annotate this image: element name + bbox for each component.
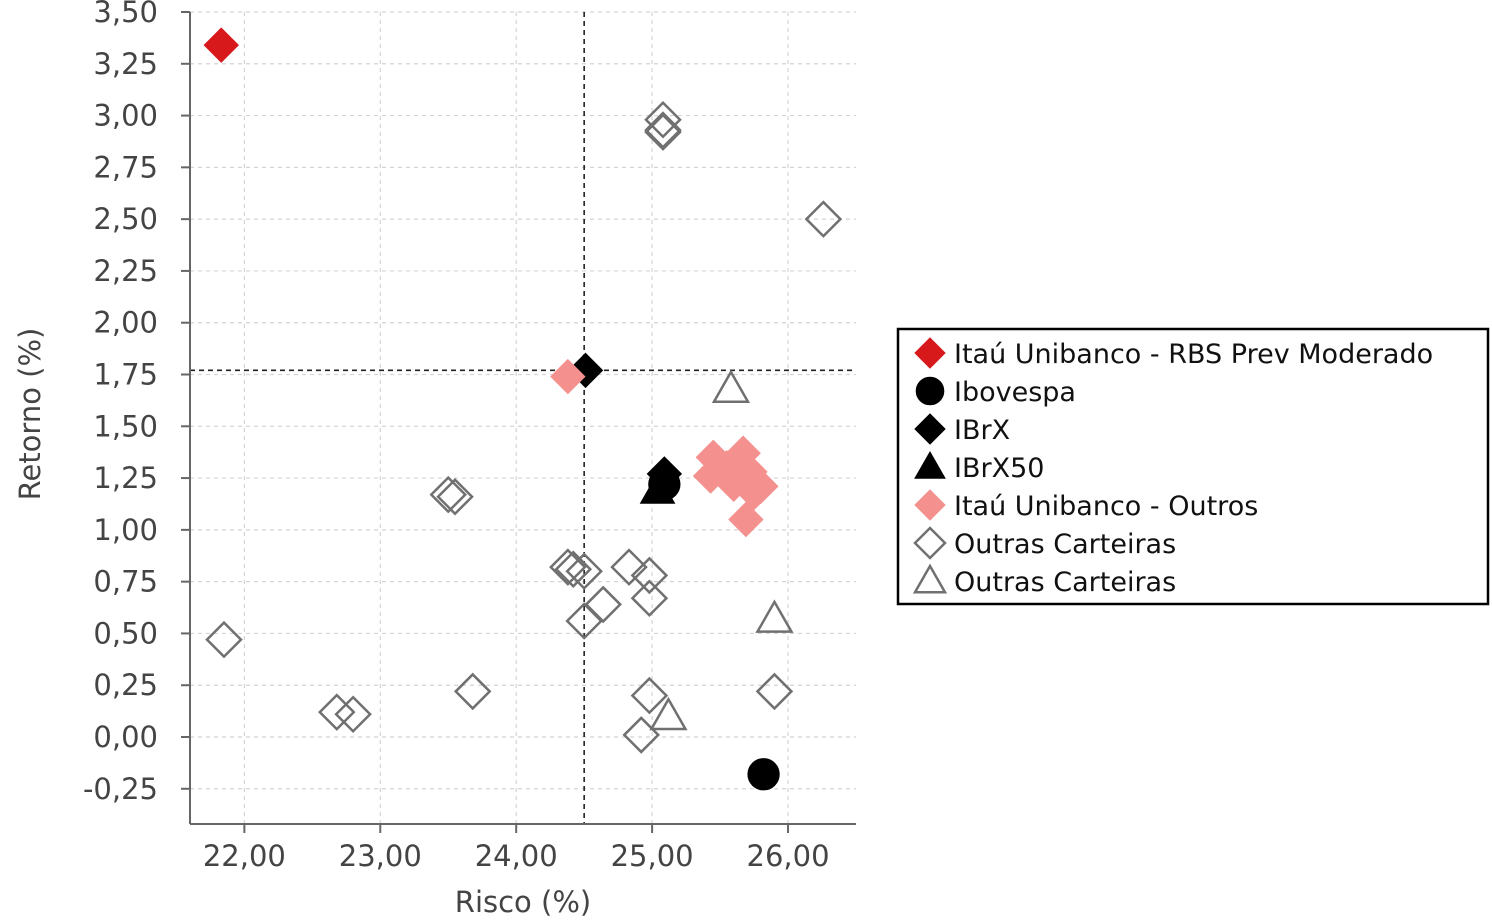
- data-point: [318, 693, 356, 731]
- y-tick-label: 1,00: [93, 513, 158, 547]
- data-point: [804, 200, 843, 238]
- legend-marker: [914, 450, 946, 479]
- legend-item: Itaú Unibanco - Outros: [914, 489, 1258, 522]
- data-point: [565, 602, 603, 640]
- legend-item: Ibovespa: [915, 376, 1076, 408]
- data-point: [205, 620, 243, 659]
- data-point: [584, 585, 622, 624]
- data-point: [644, 100, 682, 139]
- x-tick-label: 26,00: [747, 839, 830, 873]
- legend-item: Itaú Unibanco - RBS Prev Moderado: [914, 337, 1433, 370]
- legend-marker: [914, 337, 946, 369]
- x-tick-label: 24,00: [475, 839, 558, 873]
- legend-item: Outras Carteiras: [912, 563, 1176, 598]
- y-tick-label: -0,25: [83, 772, 158, 806]
- data-point: [567, 352, 604, 389]
- y-tick-label: 0,00: [93, 720, 158, 754]
- data-point: [630, 676, 669, 715]
- data-point: [711, 369, 751, 403]
- data-point: [554, 550, 593, 588]
- legend-label: Outras Carteiras: [954, 567, 1176, 598]
- data-point: [644, 113, 682, 151]
- data-point: [639, 472, 676, 504]
- y-tick-label: 2,00: [93, 306, 158, 340]
- y-tick-label: 1,75: [93, 358, 158, 392]
- y-tick-label: 1,50: [93, 409, 158, 443]
- data-point: [203, 27, 239, 63]
- legend-marker: [914, 413, 946, 445]
- legend-label: IBrX: [954, 415, 1010, 446]
- axes: [189, 12, 856, 825]
- data-point: [755, 672, 794, 711]
- data-point: [549, 548, 587, 586]
- data-point: [728, 501, 764, 538]
- data-point: [610, 548, 648, 586]
- legend-label: Itaú Unibanco - RBS Prev Moderado: [954, 339, 1433, 370]
- legend-marker: [913, 526, 947, 560]
- data-point: [622, 716, 661, 754]
- y-tick-label: 2,75: [93, 150, 158, 184]
- y-axis-ticks: -0,25 0,00 0,25 0,50 0,75 1,00 1,25 1,50 1,75 2,0…: [83, 0, 190, 806]
- legend-marker: [915, 376, 945, 406]
- legend-frame: [896, 327, 1490, 606]
- x-tick-label: 23,00: [339, 839, 422, 873]
- data-point: [743, 468, 779, 505]
- legend-label: Itaú Unibanco - Outros: [954, 491, 1258, 522]
- legend-marker: [914, 489, 946, 521]
- data-point: [550, 358, 586, 395]
- y-axis-title: Retorno (%): [13, 328, 47, 501]
- legend-label: IBrX50: [954, 453, 1044, 484]
- data-point: [755, 599, 794, 633]
- y-tick-label: 3,00: [93, 99, 158, 133]
- legend-marker: [912, 563, 948, 594]
- legend-label: Outras Carteiras: [954, 529, 1176, 560]
- y-tick-label: 2,25: [93, 254, 158, 288]
- data-point: [630, 556, 669, 595]
- y-tick-label: 0,75: [93, 565, 158, 599]
- reference-lines: [190, 12, 856, 824]
- legend: Itaú Unibanco - RBS Prev Moderado Ibovesp…: [896, 327, 1490, 606]
- legend-label: Ibovespa: [954, 377, 1076, 408]
- data-point: [334, 695, 372, 733]
- y-tick-label: 2,50: [93, 202, 158, 236]
- x-tick-label: 22,00: [203, 839, 286, 873]
- data-point: [747, 758, 780, 791]
- data-point: [429, 475, 468, 514]
- data-point: [630, 579, 669, 617]
- data-points: [203, 27, 843, 791]
- legend-item: IBrX: [914, 413, 1010, 446]
- grid: [190, 11, 856, 824]
- y-tick-label: 3,50: [93, 0, 158, 29]
- y-tick-label: 1,25: [93, 461, 158, 495]
- data-point: [436, 477, 474, 516]
- data-point: [565, 552, 603, 591]
- x-tick-label: 25,00: [611, 839, 694, 873]
- x-axis-title: Risco (%): [455, 885, 591, 919]
- y-tick-label: 0,25: [93, 668, 158, 702]
- x-axis-ticks: 22,00 23,00 24,00 25,00 26,00: [203, 824, 830, 873]
- data-point: [649, 696, 688, 731]
- data-point: [453, 672, 492, 711]
- y-tick-label: 0,50: [93, 616, 158, 650]
- data-point: [644, 111, 682, 149]
- y-tick-label: 3,25: [93, 47, 158, 81]
- legend-item: IBrX50: [914, 450, 1044, 484]
- data-point: [715, 466, 752, 502]
- legend-item: Outras Carteiras: [913, 526, 1176, 560]
